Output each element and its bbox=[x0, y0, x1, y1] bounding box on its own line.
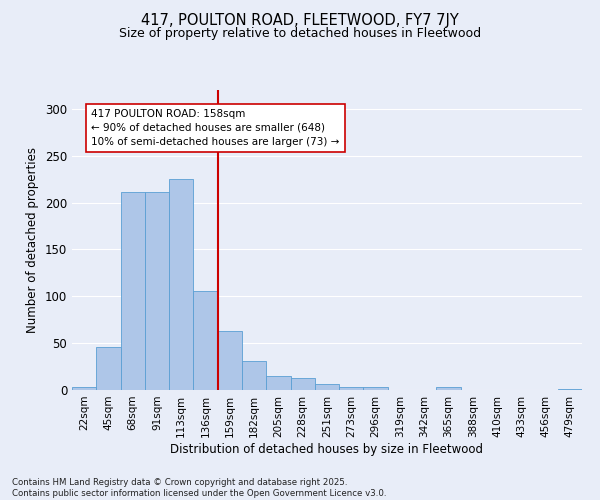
Bar bbox=[242, 361, 266, 390]
Bar bbox=[290, 378, 315, 390]
Bar bbox=[364, 387, 388, 390]
Text: Contains HM Land Registry data © Crown copyright and database right 2025.
Contai: Contains HM Land Registry data © Crown c… bbox=[12, 478, 386, 498]
Bar bbox=[72, 387, 96, 390]
Bar bbox=[436, 387, 461, 390]
Text: 417 POULTON ROAD: 158sqm
← 90% of detached houses are smaller (648)
10% of semi-: 417 POULTON ROAD: 158sqm ← 90% of detach… bbox=[91, 109, 340, 147]
Bar bbox=[315, 384, 339, 390]
Bar bbox=[193, 290, 218, 390]
X-axis label: Distribution of detached houses by size in Fleetwood: Distribution of detached houses by size … bbox=[170, 442, 484, 456]
Bar bbox=[218, 331, 242, 390]
Bar bbox=[96, 347, 121, 390]
Bar bbox=[339, 387, 364, 390]
Bar bbox=[145, 192, 169, 390]
Bar bbox=[558, 389, 582, 390]
Bar bbox=[266, 376, 290, 390]
Bar bbox=[169, 179, 193, 390]
Y-axis label: Number of detached properties: Number of detached properties bbox=[26, 147, 40, 333]
Text: 417, POULTON ROAD, FLEETWOOD, FY7 7JY: 417, POULTON ROAD, FLEETWOOD, FY7 7JY bbox=[141, 12, 459, 28]
Bar bbox=[121, 192, 145, 390]
Text: Size of property relative to detached houses in Fleetwood: Size of property relative to detached ho… bbox=[119, 28, 481, 40]
